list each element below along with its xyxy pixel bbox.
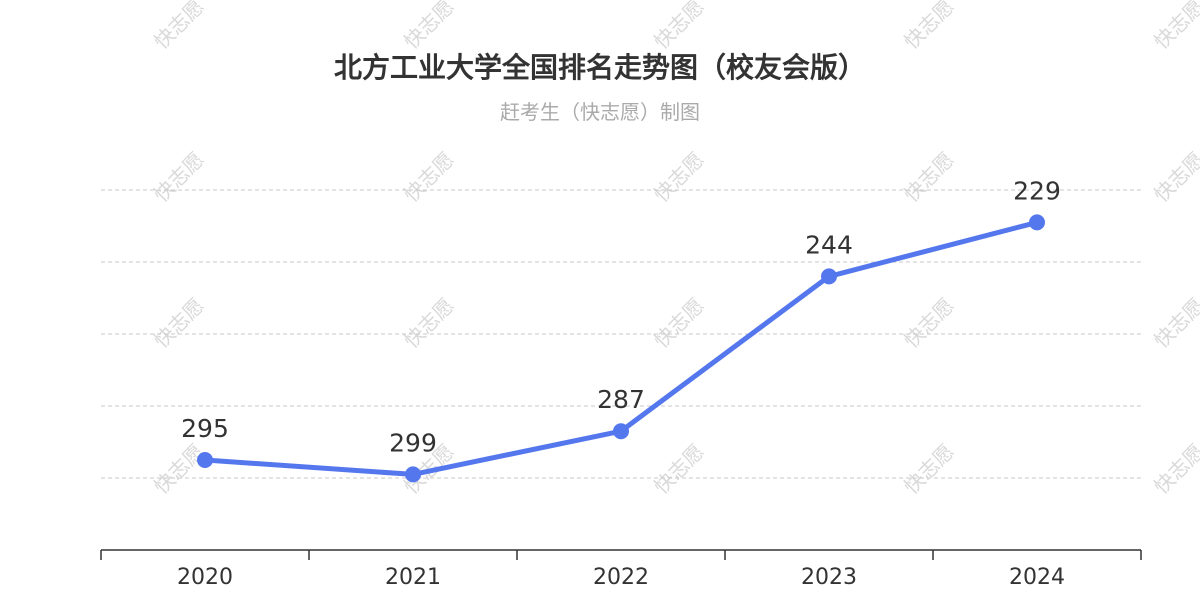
x-axis: 2020 2021 2022 2023 2024 xyxy=(100,549,1142,590)
watermark-text: 快志愿 xyxy=(149,0,208,54)
watermark-text: 快志愿 xyxy=(399,293,458,352)
data-point[interactable] xyxy=(821,268,837,285)
series xyxy=(197,214,1045,483)
data-point[interactable] xyxy=(1029,214,1045,231)
watermark-text: 快志愿 xyxy=(649,0,708,54)
data-labels: 295 299 287 244 229 xyxy=(181,176,1061,457)
watermark-text: 快志愿 xyxy=(149,439,208,498)
watermark-text: 快志愿 xyxy=(1149,439,1200,498)
watermark-text: 快志愿 xyxy=(399,0,458,54)
watermark-text: 快志愿 xyxy=(1149,293,1200,352)
data-label: 287 xyxy=(597,385,645,414)
x-tick-label: 2020 xyxy=(177,565,233,590)
data-point[interactable] xyxy=(613,423,629,440)
x-tick-label: 2024 xyxy=(1009,565,1065,590)
data-label: 244 xyxy=(805,230,853,259)
x-tick-label: 2023 xyxy=(801,565,857,590)
watermark-text: 快志愿 xyxy=(1149,147,1200,206)
watermark-text: 快志愿 xyxy=(899,293,958,352)
data-label: 295 xyxy=(181,414,229,443)
watermark-text: 快志愿 xyxy=(649,147,708,206)
watermark-text: 快志愿 xyxy=(399,147,458,206)
watermark-text: 快志愿 xyxy=(649,293,708,352)
watermark-text: 快志愿 xyxy=(899,439,958,498)
x-tick-label: 2021 xyxy=(385,565,441,590)
data-point[interactable] xyxy=(197,452,213,468)
watermark-text: 快志愿 xyxy=(899,0,958,54)
watermark-text: 快志愿 xyxy=(1149,0,1200,54)
x-tick-label: 2022 xyxy=(593,565,649,590)
data-label: 299 xyxy=(389,428,437,457)
chart-title: 北方工业大学全国排名走势图（校友会版） xyxy=(334,51,866,84)
watermark-text: 快志愿 xyxy=(149,147,208,206)
data-point[interactable] xyxy=(405,466,421,483)
chart-subtitle: 赶考生（快志愿）制图 xyxy=(500,100,700,124)
watermark-text: 快志愿 xyxy=(649,439,708,498)
watermark-text: 快志愿 xyxy=(149,293,208,352)
watermark-text: 快志愿 xyxy=(899,147,958,206)
data-label: 229 xyxy=(1013,176,1061,205)
